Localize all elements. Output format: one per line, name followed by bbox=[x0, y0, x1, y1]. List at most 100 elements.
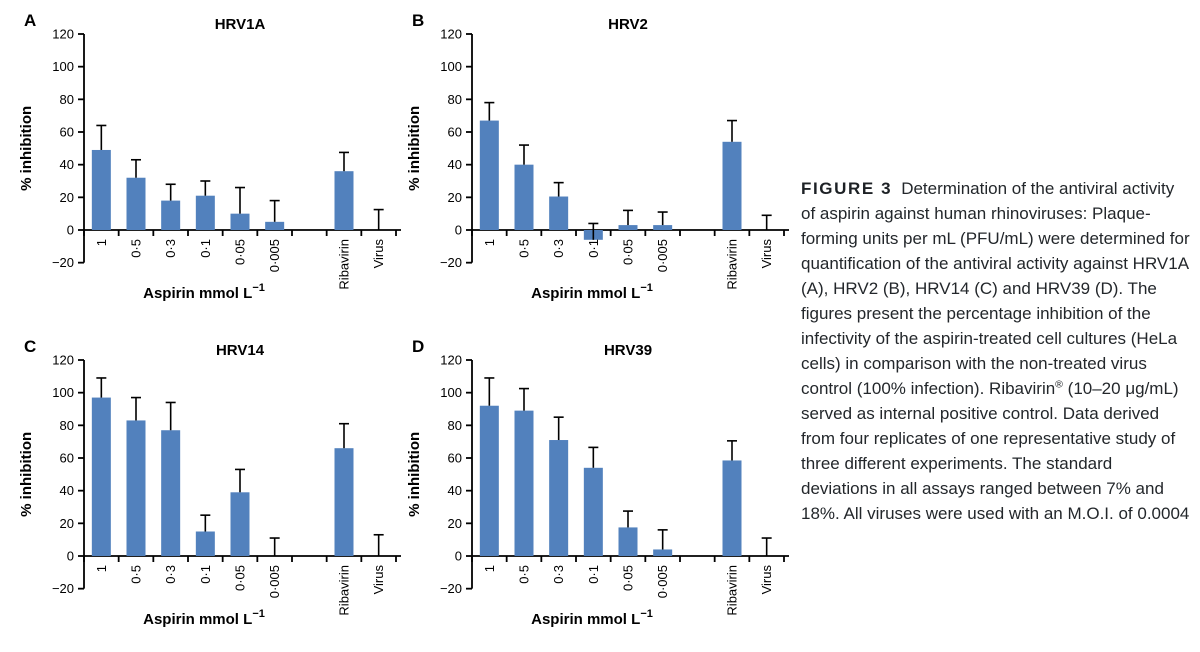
bar bbox=[479, 120, 499, 230]
x-tick-label: Ribavirin bbox=[337, 239, 352, 290]
bar bbox=[334, 171, 354, 230]
bar bbox=[722, 460, 742, 556]
x-tick-label: 0·5 bbox=[129, 565, 144, 584]
x-tick-label: 1 bbox=[94, 239, 109, 246]
y-axis-label: % inhibition bbox=[18, 106, 35, 191]
y-tick-label: 0 bbox=[67, 549, 74, 564]
bar bbox=[653, 225, 673, 230]
y-tick-label: 40 bbox=[448, 483, 462, 498]
x-tick-label: Virus bbox=[371, 565, 386, 595]
x-tick-label: 0·5 bbox=[129, 239, 144, 258]
chart-panel-b: B HRV2 120 100 80 60 40 20 0 −20 % inhibition 1 0·5 0… bbox=[406, 11, 789, 302]
y-tick-label: 80 bbox=[448, 92, 462, 107]
x-axis-label: Aspirin mmol L−1 bbox=[531, 282, 653, 302]
x-tick-label: 0·1 bbox=[198, 239, 213, 258]
y-tick-label: 120 bbox=[52, 353, 74, 368]
x-tick-label: 0·05 bbox=[233, 565, 248, 591]
chart-panel-c: C HRV14 120 100 80 60 40 20 0 −20 % inhibition 1 0·5… bbox=[18, 337, 401, 628]
figure-caption-label: FIGURE 3 bbox=[801, 179, 893, 198]
bar bbox=[722, 141, 742, 230]
x-tick-label: 0·005 bbox=[655, 239, 670, 272]
x-axis-label: Aspirin mmol L−1 bbox=[531, 608, 653, 628]
x-tick-label: 0·05 bbox=[233, 239, 248, 265]
x-tick-label: 0·1 bbox=[586, 565, 601, 584]
bar bbox=[618, 527, 638, 556]
chart-title: HRV2 bbox=[608, 16, 648, 33]
panel-letter: A bbox=[24, 11, 36, 30]
chart-title: HRV39 bbox=[604, 342, 652, 359]
bar bbox=[91, 149, 111, 230]
y-tick-label: 80 bbox=[448, 418, 462, 433]
y-tick-label: −20 bbox=[440, 581, 462, 596]
caption-registered-mark: ® bbox=[1055, 378, 1063, 391]
caption-segment: Determination of the antiviral activity … bbox=[801, 179, 1190, 398]
figure-caption: FIGURE 3 Determination of the antiviral a… bbox=[801, 176, 1193, 526]
y-tick-label: −20 bbox=[440, 255, 462, 270]
bar bbox=[653, 549, 673, 556]
bar bbox=[514, 164, 534, 230]
y-tick-label: 20 bbox=[448, 190, 462, 205]
chart-panel-a: A HRV1A 120 100 80 60 40 20 0 −20 % inhibition 1 0·5… bbox=[18, 11, 401, 302]
y-tick-label: 80 bbox=[60, 92, 74, 107]
bar bbox=[230, 213, 250, 230]
y-tick-label: 120 bbox=[440, 353, 462, 368]
x-tick-label: Ribavirin bbox=[725, 565, 740, 616]
chart-title: HRV1A bbox=[215, 16, 266, 33]
bar bbox=[126, 420, 146, 556]
x-tick-label: Ribavirin bbox=[337, 565, 352, 616]
bar bbox=[618, 225, 638, 230]
y-tick-label: 0 bbox=[67, 223, 74, 238]
y-tick-label: 120 bbox=[52, 27, 74, 42]
x-tick-label: 0·5 bbox=[517, 565, 532, 584]
y-tick-label: 40 bbox=[448, 157, 462, 172]
y-axis-label: % inhibition bbox=[406, 106, 423, 191]
x-tick-label: 1 bbox=[94, 565, 109, 572]
x-tick-label: 0·3 bbox=[163, 565, 178, 584]
y-tick-label: −20 bbox=[52, 581, 74, 596]
y-tick-label: 60 bbox=[60, 451, 74, 466]
bar bbox=[91, 397, 111, 556]
x-tick-label: 1 bbox=[482, 565, 497, 572]
figure-caption-text: Determination of the antiviral activity … bbox=[801, 179, 1190, 523]
x-tick-label: Ribavirin bbox=[725, 239, 740, 290]
x-axis-label: Aspirin mmol L−1 bbox=[143, 282, 265, 302]
bar bbox=[195, 531, 215, 556]
bar bbox=[230, 492, 250, 556]
x-tick-label: 1 bbox=[482, 239, 497, 246]
y-tick-label: 100 bbox=[52, 59, 74, 74]
x-tick-label: 0·3 bbox=[163, 239, 178, 258]
x-tick-label: Virus bbox=[371, 239, 386, 269]
chart-title: HRV14 bbox=[216, 342, 265, 359]
y-tick-label: 100 bbox=[440, 385, 462, 400]
x-tick-label: 0·3 bbox=[551, 239, 566, 258]
panel-letter: B bbox=[412, 11, 424, 30]
y-tick-label: 20 bbox=[448, 516, 462, 531]
bar bbox=[549, 196, 569, 230]
x-tick-label: 0·005 bbox=[655, 565, 670, 598]
x-tick-label: 0·5 bbox=[517, 239, 532, 258]
bar bbox=[126, 177, 146, 230]
bar bbox=[334, 448, 354, 556]
x-tick-label: 0·005 bbox=[267, 565, 282, 598]
x-tick-label: 0·05 bbox=[621, 565, 636, 591]
y-axis-label: % inhibition bbox=[406, 432, 423, 517]
x-tick-label: 0·005 bbox=[267, 239, 282, 272]
bar bbox=[479, 405, 499, 556]
y-tick-label: 20 bbox=[60, 190, 74, 205]
x-tick-label: 0·3 bbox=[551, 565, 566, 584]
bar bbox=[161, 200, 181, 230]
x-tick-label: Virus bbox=[759, 239, 774, 269]
bar bbox=[549, 440, 569, 556]
y-tick-label: 20 bbox=[60, 516, 74, 531]
bar bbox=[195, 195, 215, 230]
chart-panel-d: D HRV39 120 100 80 60 40 20 0 −20 % inhibition 1 0·5… bbox=[406, 337, 789, 628]
x-tick-label: 0·05 bbox=[621, 239, 636, 265]
y-axis-label: % inhibition bbox=[18, 432, 35, 517]
x-tick-label: 0·1 bbox=[586, 239, 601, 258]
x-axis-label: Aspirin mmol L−1 bbox=[143, 608, 265, 628]
charts-grid: A HRV1A 120 100 80 60 40 20 0 −20% inhibition 1 0·5… bbox=[18, 11, 789, 628]
y-tick-label: 60 bbox=[60, 125, 74, 140]
panel-letter: D bbox=[412, 337, 424, 356]
y-tick-label: 100 bbox=[52, 385, 74, 400]
